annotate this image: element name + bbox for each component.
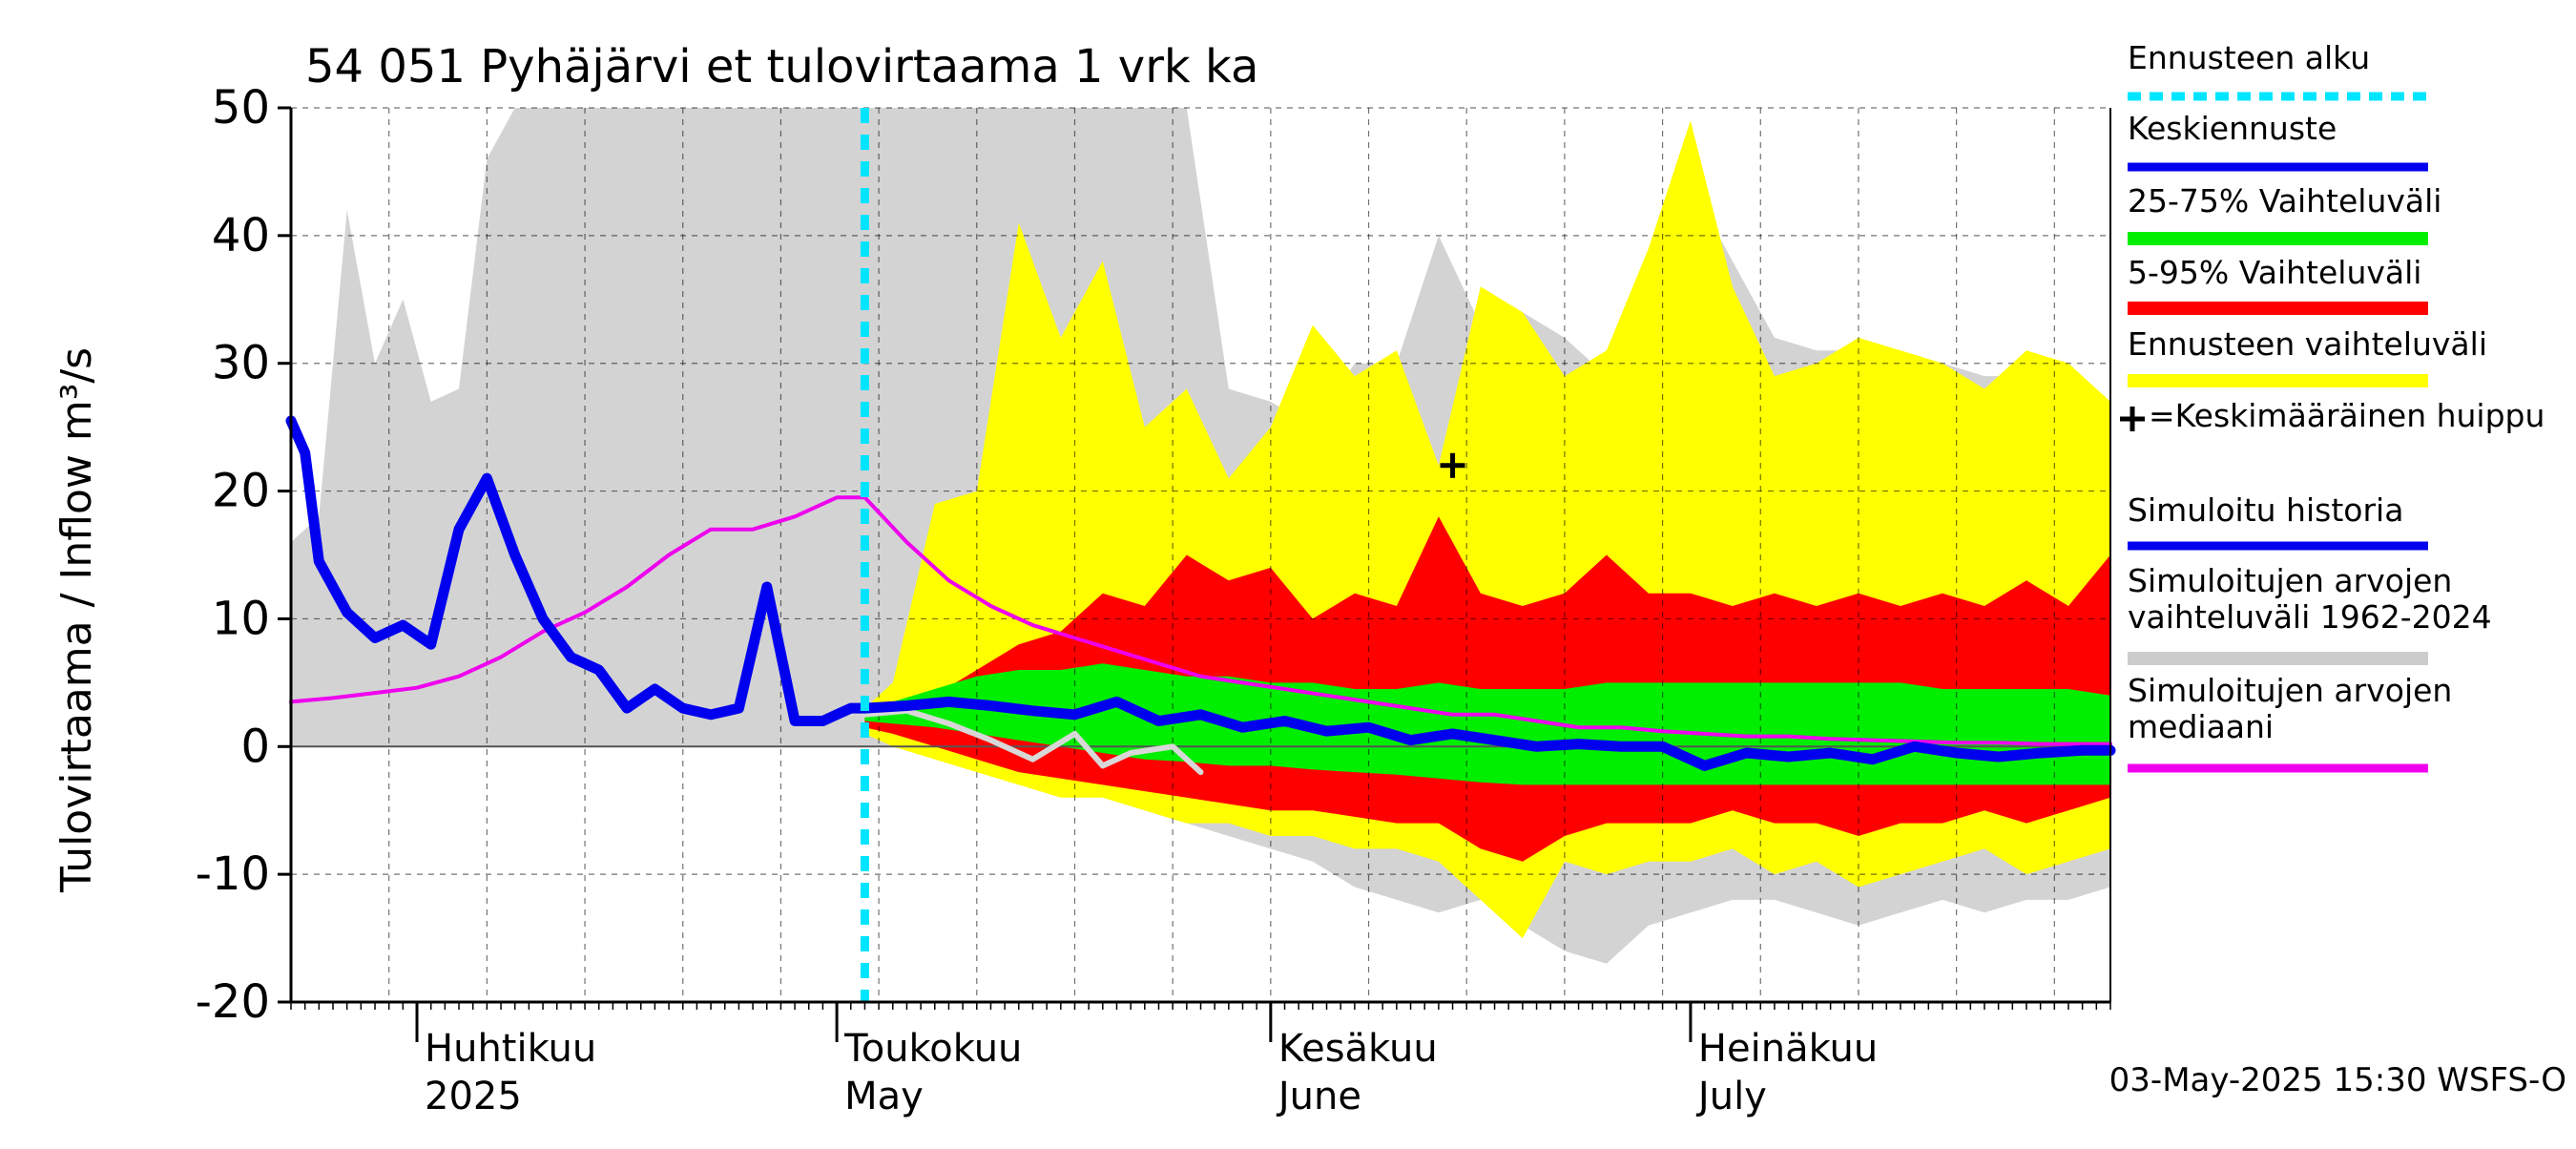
month-label-en: 2025	[425, 1075, 522, 1118]
simulated-history-line	[285, 415, 870, 726]
legend-item: Ennusteen vaihteluväli	[2128, 325, 2487, 387]
chart-title: 54 051 Pyhäjärvi et tulovirtaama 1 vrk k…	[305, 40, 1258, 94]
y-tick-label: 40	[212, 209, 270, 262]
y-tick-label: -10	[196, 847, 270, 901]
y-tick-label: 30	[212, 337, 270, 390]
legend-label: 5-95% Vaihteluväli	[2128, 254, 2421, 291]
month-label-fi: Heinäkuu	[1698, 1027, 1878, 1071]
legend-label-line: Simuloitujen arvojen	[2128, 562, 2452, 599]
legend: Ennusteen alku Keskiennuste 25-75% Vaihtel…	[2120, 39, 2545, 773]
legend-label-line: mediaani	[2128, 708, 2274, 745]
y-tick-label: 10	[212, 592, 270, 645]
legend-label-line: vaihteluväli 1962-2024	[2128, 598, 2492, 636]
legend-item: Simuloitujen arvojen mediaani	[2128, 672, 2452, 773]
legend-item: Simuloitujen arvojen vaihteluväli 1962-20…	[2128, 562, 2492, 665]
y-tick-label: 0	[240, 720, 270, 773]
legend-item: 5-95% Vaihteluväli	[2128, 254, 2428, 315]
y-tick-label: 50	[212, 81, 270, 135]
y-tick-label: -20	[196, 975, 270, 1029]
legend-label: Ennusteen alku	[2128, 39, 2370, 76]
legend-item: Keskiennuste	[2128, 110, 2428, 172]
history-run-line	[862, 707, 1204, 776]
legend-label-line: Simuloitu historia	[2128, 491, 2403, 529]
month-label-en: July	[1695, 1075, 1767, 1118]
legend-label-line: Ennusteen alku	[2128, 39, 2370, 76]
month-label-en: June	[1276, 1075, 1361, 1118]
timestamp-label: 03-May-2025 15:30 WSFS-O	[2109, 1061, 2566, 1099]
mean-peak-marker	[1440, 452, 1465, 478]
legend-item: Ennusteen alku	[2128, 39, 2428, 101]
legend-label: Ennusteen vaihteluväli	[2128, 325, 2487, 363]
legend-item: =Keskimääräinen huippu	[2120, 397, 2545, 434]
legend-label-line: 25-75% Vaihteluväli	[2128, 182, 2441, 219]
legend-label: Simuloitu historia	[2128, 491, 2403, 529]
legend-item: Simuloitu historia	[2128, 491, 2428, 551]
legend-label-line: Ennusteen vaihteluväli	[2128, 325, 2487, 363]
legend-label-line: Keskiennuste	[2128, 110, 2337, 147]
legend-label-line: 5-95% Vaihteluväli	[2128, 254, 2421, 291]
legend-label: =Keskimääräinen huippu	[2149, 397, 2545, 434]
month-label-fi: Toukokuu	[843, 1027, 1022, 1071]
legend-label: Keskiennuste	[2128, 110, 2337, 147]
legend-label: Simuloitujen arvojen mediaani	[2128, 672, 2452, 745]
legend-label: Simuloitujen arvojen vaihteluväli 1962-20…	[2128, 562, 2492, 636]
bands-layer	[291, 108, 2110, 964]
lines-layer	[285, 108, 2116, 1002]
y-axis-label: Tulovirtaama / Inflow m³/s	[52, 347, 101, 893]
median-simulated-line	[289, 495, 2112, 746]
grid-layer	[291, 107, 2110, 1003]
month-label-fi: Huhtikuu	[425, 1027, 596, 1071]
legend-item: 25-75% Vaihteluväli	[2128, 182, 2441, 245]
legend-label-line: =Keskimääräinen huippu	[2149, 397, 2545, 434]
month-label-en: May	[844, 1075, 924, 1118]
y-tick-label: 20	[212, 465, 270, 518]
legend-label-line: Simuloitujen arvojen	[2128, 672, 2452, 709]
mean-forecast-line	[859, 696, 2116, 771]
legend-label: 25-75% Vaihteluväli	[2128, 182, 2441, 219]
month-label-fi: Kesäkuu	[1278, 1027, 1438, 1071]
